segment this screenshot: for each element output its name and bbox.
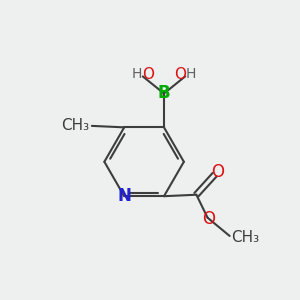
Text: O: O	[174, 67, 186, 82]
Text: O: O	[211, 163, 224, 181]
Text: H: H	[186, 67, 196, 81]
Text: CH₃: CH₃	[231, 230, 259, 245]
Text: CH₃: CH₃	[61, 118, 89, 134]
Text: O: O	[142, 67, 154, 82]
Text: O: O	[202, 210, 215, 228]
Text: B: B	[158, 85, 170, 103]
Text: N: N	[117, 187, 131, 205]
Text: H: H	[132, 67, 142, 81]
